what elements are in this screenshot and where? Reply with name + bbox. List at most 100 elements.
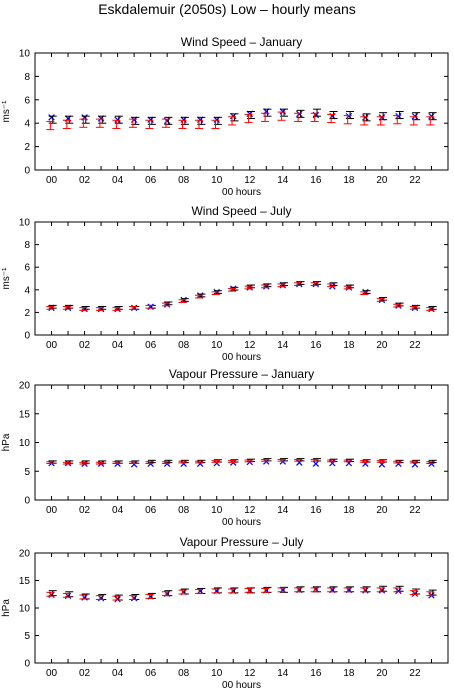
error-bar — [112, 307, 121, 311]
x-tick-label: 22 — [409, 668, 421, 679]
y-tick-label: 6 — [24, 95, 30, 106]
data-point-x — [411, 112, 419, 120]
error-bar — [128, 595, 137, 600]
error-bar — [46, 461, 55, 464]
x-tick-label: 04 — [112, 505, 124, 516]
error-bar — [145, 119, 154, 129]
error-bar — [277, 283, 286, 288]
error-bar — [62, 306, 71, 310]
error-bar — [343, 459, 352, 463]
error-bar — [195, 460, 203, 464]
error-bar — [145, 461, 154, 464]
error-bar — [112, 119, 121, 129]
error-bar — [211, 119, 220, 129]
x-tick-label: 10 — [211, 175, 223, 186]
x-tick-label: 02 — [79, 175, 91, 186]
error-bar — [393, 303, 402, 308]
plot-frame — [34, 552, 449, 664]
x-tick-label: 10 — [211, 340, 223, 351]
error-bar — [261, 284, 270, 289]
error-bar — [145, 304, 154, 309]
data-point-x — [147, 303, 154, 310]
error-bar — [195, 589, 203, 594]
error-bar — [178, 299, 187, 303]
x-tick-label: 06 — [145, 175, 157, 186]
figure-title: Eskdalemuir (2050s) Low – hourly means — [98, 1, 356, 17]
data-point-x — [296, 110, 303, 118]
error-bar — [228, 460, 237, 463]
x-tick-label: 10 — [211, 668, 223, 679]
x-tick-label: 00 — [46, 175, 58, 186]
y-tick-label: 6 — [24, 263, 30, 274]
error-bar — [62, 592, 71, 598]
error-bar — [294, 587, 303, 593]
error-bar — [244, 587, 253, 593]
plot-frame — [34, 221, 449, 336]
x-tick-label: 18 — [343, 505, 355, 516]
x-tick-label: 14 — [277, 340, 289, 351]
error-bar — [261, 458, 270, 462]
error-bar — [62, 461, 71, 465]
error-bar — [128, 118, 137, 128]
error-bar — [112, 461, 121, 464]
x-tick-label: 14 — [277, 175, 289, 186]
error-bar — [360, 291, 369, 296]
error-bar — [376, 460, 385, 463]
error-bar — [244, 459, 253, 463]
data-point-x — [312, 460, 320, 467]
x-tick-label: 12 — [244, 175, 256, 186]
error-bar — [409, 460, 418, 464]
error-bar — [376, 587, 385, 593]
y-tick-label: 10 — [19, 49, 31, 60]
x-tick-label: 22 — [409, 175, 421, 186]
error-bar — [112, 595, 121, 601]
x-axis-label: 00 hours — [222, 187, 261, 198]
y-tick-label: 2 — [24, 142, 30, 153]
error-bar — [79, 118, 88, 128]
y-tick-label: 10 — [19, 604, 31, 615]
error-bar — [426, 461, 435, 464]
error-bar — [310, 282, 319, 287]
series-1 — [48, 280, 435, 313]
x-tick-label: 08 — [178, 340, 190, 351]
x-tick-label: 08 — [178, 505, 190, 516]
data-point-x — [196, 460, 204, 467]
series-1 — [48, 586, 435, 603]
x-tick-label: 18 — [343, 175, 355, 186]
error-bar — [327, 113, 336, 124]
y-tick-label: 15 — [19, 576, 31, 587]
plot-frame — [34, 52, 449, 171]
data-point-x — [64, 592, 72, 600]
x-axis-label: 00 hours — [222, 352, 261, 363]
error-bar — [228, 588, 237, 594]
y-tick-label: 8 — [24, 240, 30, 251]
error-bar — [360, 116, 369, 126]
error-bar — [277, 587, 286, 593]
error-bar — [79, 594, 88, 600]
error-bar — [360, 587, 369, 593]
y-tick-label: 10 — [19, 438, 31, 449]
x-tick-label: 04 — [112, 340, 124, 351]
x-tick-label: 10 — [211, 505, 223, 516]
x-tick-label: 02 — [79, 668, 91, 679]
data-point-x — [48, 591, 55, 599]
error-bar — [409, 590, 418, 596]
x-tick-label: 02 — [79, 340, 91, 351]
chart-title: Wind Speed – July — [191, 204, 291, 218]
y-tick-label: 0 — [24, 331, 30, 342]
error-bar — [145, 594, 154, 599]
chart-title: Vapour Pressure – January — [169, 367, 314, 381]
error-bar — [95, 595, 104, 600]
x-tick-label: 12 — [244, 668, 256, 679]
error-bar — [343, 285, 352, 290]
error-bar — [294, 282, 303, 287]
y-tick-label: 0 — [24, 496, 30, 507]
error-bar — [409, 116, 418, 126]
error-bar — [195, 119, 203, 129]
x-tick-label: 18 — [343, 668, 355, 679]
y-tick-label: 2 — [24, 308, 30, 319]
data-point-x — [180, 460, 187, 467]
